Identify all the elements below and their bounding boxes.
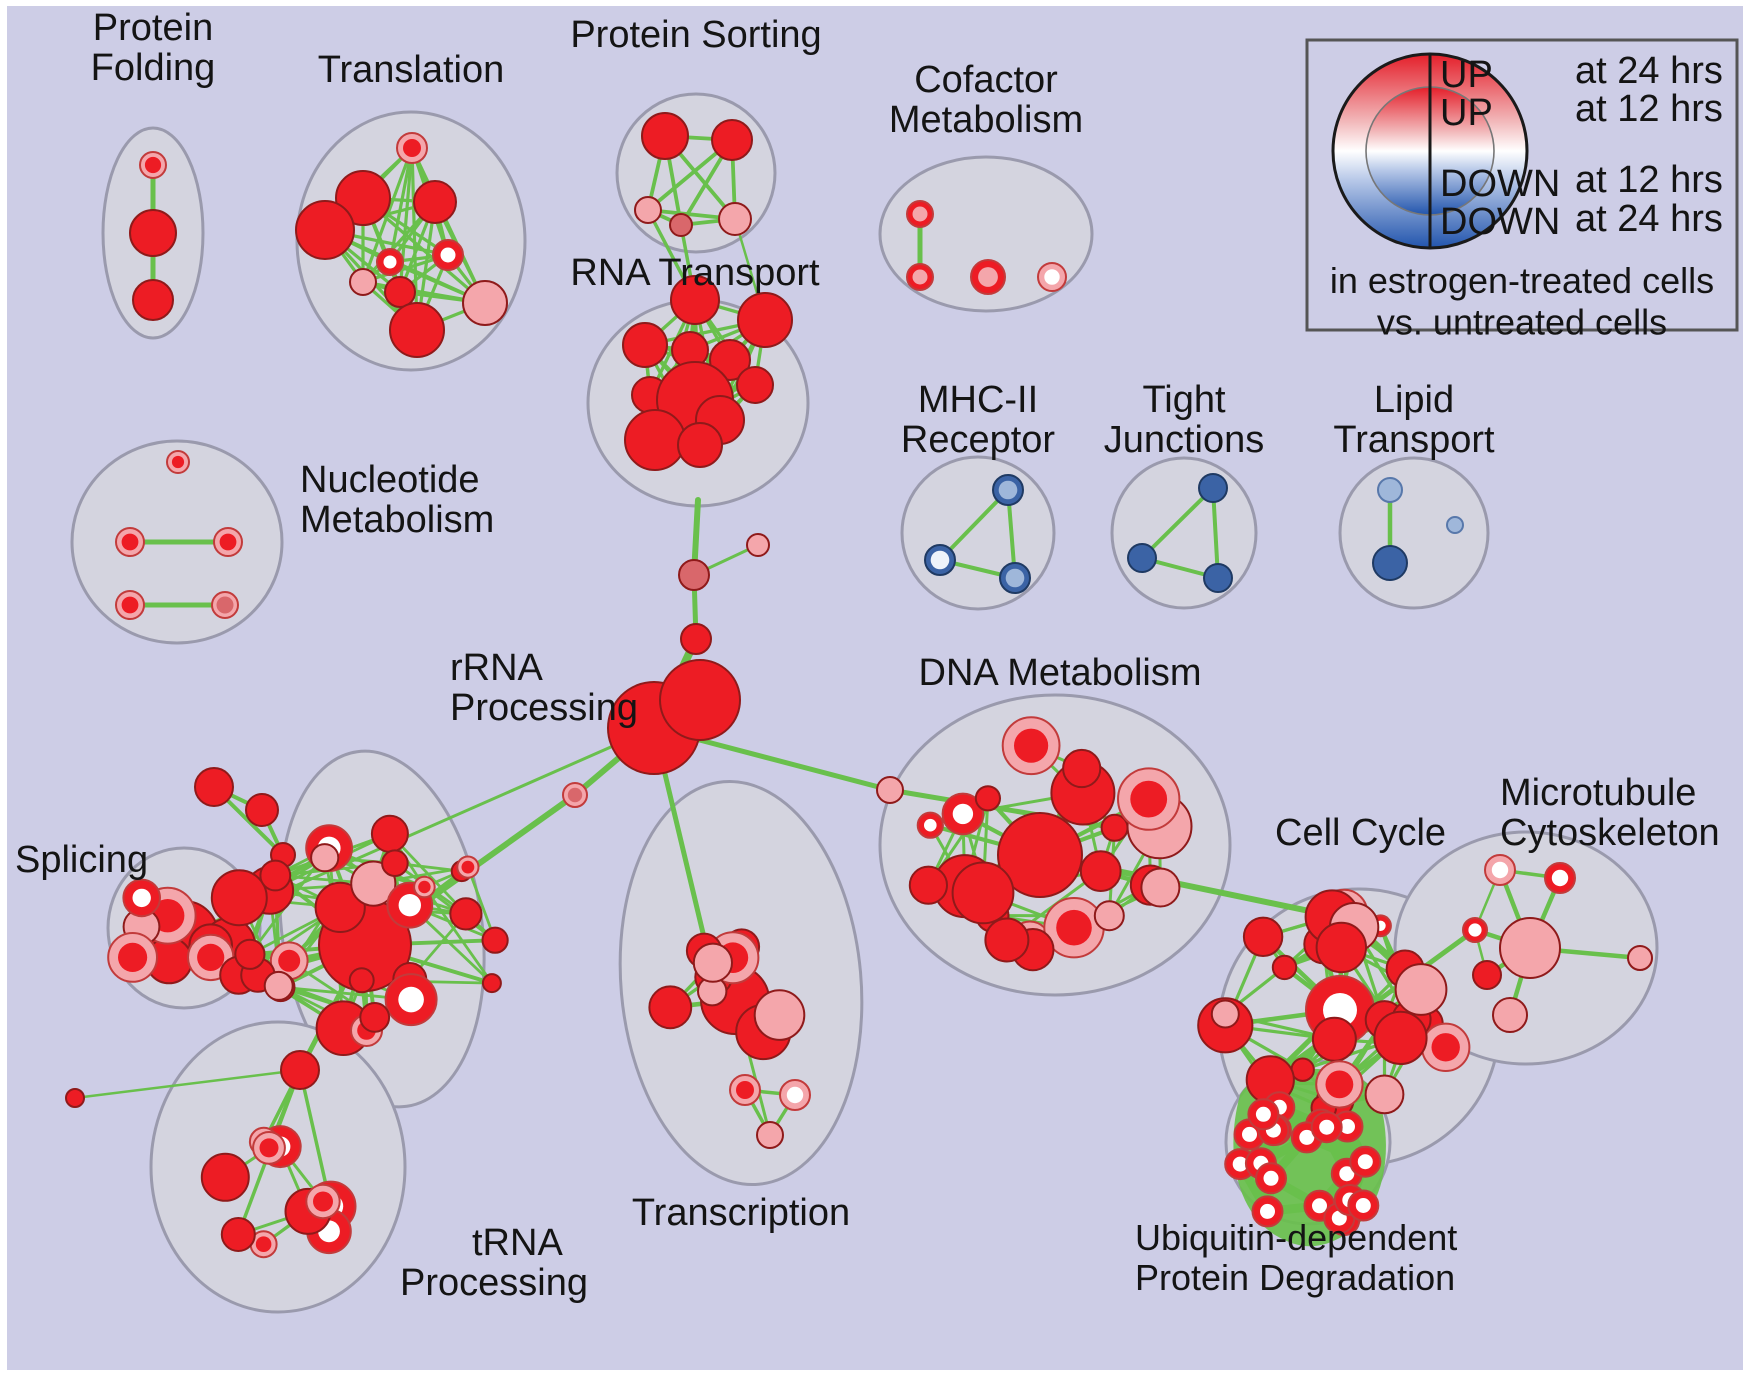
- svg-text:at 24 hrs: at 24 hrs: [1575, 50, 1723, 92]
- svg-text:tRNA: tRNA: [472, 1222, 563, 1264]
- svg-text:UP: UP: [1440, 92, 1493, 134]
- svg-text:DOWN: DOWN: [1440, 201, 1560, 243]
- svg-text:Transcription: Transcription: [632, 1192, 850, 1234]
- svg-text:Lipid: Lipid: [1374, 379, 1454, 421]
- svg-text:Processing: Processing: [400, 1262, 588, 1304]
- svg-text:DOWN: DOWN: [1440, 163, 1560, 205]
- svg-text:rRNA: rRNA: [450, 647, 544, 689]
- svg-text:UP: UP: [1440, 54, 1493, 96]
- svg-text:Transport: Transport: [1333, 419, 1495, 461]
- svg-text:Protein: Protein: [93, 7, 213, 49]
- svg-text:Junctions: Junctions: [1104, 419, 1265, 461]
- svg-text:Protein Degradation: Protein Degradation: [1135, 1257, 1455, 1298]
- svg-text:Protein Sorting: Protein Sorting: [570, 14, 821, 56]
- svg-text:at 24 hrs: at 24 hrs: [1575, 198, 1723, 240]
- svg-text:vs. untreated cells: vs. untreated cells: [1377, 301, 1667, 342]
- svg-text:Ubiquitin-dependent: Ubiquitin-dependent: [1135, 1217, 1457, 1258]
- svg-text:MHC-II: MHC-II: [918, 379, 1038, 421]
- svg-text:at 12 hrs: at 12 hrs: [1575, 88, 1723, 130]
- svg-text:Splicing: Splicing: [15, 839, 148, 881]
- svg-text:Tight: Tight: [1142, 379, 1226, 421]
- svg-text:at 12 hrs: at 12 hrs: [1575, 159, 1723, 201]
- svg-text:Processing: Processing: [450, 687, 638, 729]
- svg-text:RNA Transport: RNA Transport: [570, 252, 820, 294]
- svg-text:Metabolism: Metabolism: [300, 499, 494, 541]
- svg-text:in estrogen-treated cells: in estrogen-treated cells: [1330, 260, 1714, 301]
- svg-text:Cell Cycle: Cell Cycle: [1275, 812, 1446, 854]
- svg-text:Cytoskeleton: Cytoskeleton: [1500, 812, 1720, 854]
- svg-text:Cofactor: Cofactor: [914, 59, 1058, 101]
- svg-text:Translation: Translation: [318, 49, 505, 91]
- svg-text:Microtubule: Microtubule: [1500, 772, 1696, 814]
- svg-text:Metabolism: Metabolism: [889, 99, 1083, 141]
- svg-text:DNA Metabolism: DNA Metabolism: [919, 652, 1202, 694]
- svg-text:Nucleotide: Nucleotide: [300, 459, 480, 501]
- svg-text:Receptor: Receptor: [901, 419, 1056, 461]
- svg-text:Folding: Folding: [91, 47, 216, 89]
